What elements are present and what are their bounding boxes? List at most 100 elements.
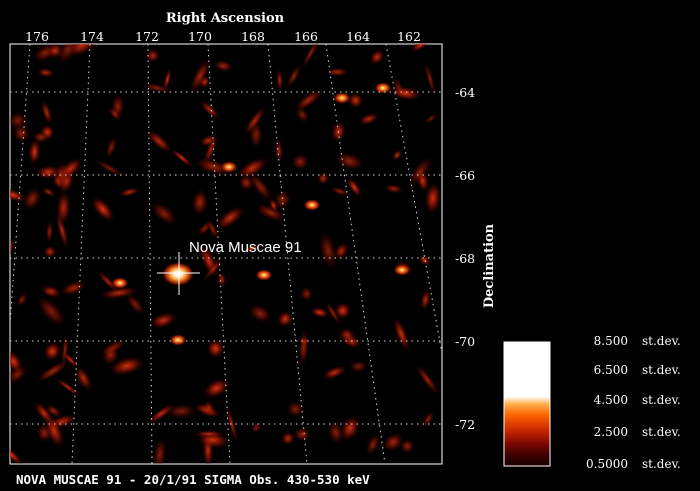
noise-blob: [243, 244, 261, 253]
noise-blob: [105, 136, 118, 159]
noise-blob: [334, 302, 352, 320]
noise-blob: [189, 58, 211, 94]
noise-blob: [194, 157, 232, 176]
noise-blob: [151, 202, 177, 226]
hot-spot: [393, 264, 411, 276]
noise-blob: [248, 304, 272, 323]
noise-blob: [28, 138, 41, 165]
noise-blob: [225, 405, 238, 443]
noise-blob: [215, 205, 245, 230]
colorbar-value-label: 2.500: [594, 425, 628, 439]
noise-blob: [202, 400, 216, 416]
noise-blob: [369, 49, 385, 65]
colorbar-unit-label: st.dev.: [642, 425, 681, 439]
noise-blob: [47, 44, 64, 59]
noise-blob: [424, 61, 436, 96]
noise-blob: [338, 327, 356, 343]
noise-blob: [74, 365, 93, 392]
noise-blob: [273, 189, 292, 210]
right-ascension-gridline: [325, 44, 386, 464]
noise-blob: [100, 338, 127, 357]
noise-blob: [286, 400, 305, 418]
noise-blob: [91, 196, 115, 222]
noise-blob: [16, 292, 28, 307]
x-tick-labels: 176 174 172 170 168 166 164 162: [25, 29, 421, 44]
colorbar-unit-label: st.dev.: [642, 363, 681, 377]
noise-blob: [274, 138, 283, 164]
noise-blob: [57, 44, 79, 65]
noise-blob: [110, 93, 125, 120]
noise-blob: [248, 172, 273, 202]
noise-blob: [340, 415, 360, 442]
noise-blob: [45, 220, 54, 244]
noise-blob: [325, 301, 341, 325]
right-ascension-gridline: [71, 44, 91, 464]
y-tick-labels: -64 -66 -68 -70 -72: [455, 85, 475, 432]
colorbar-unit-label: st.dev.: [642, 393, 681, 407]
right-ascension-gridline: [207, 44, 231, 464]
noise-blob: [277, 310, 294, 328]
noise-blob: [347, 92, 364, 109]
noise-blob: [206, 338, 225, 359]
noise-blob: [62, 351, 79, 368]
noise-blob: [203, 378, 230, 399]
noise-blob: [99, 286, 139, 300]
noise-blob: [407, 156, 433, 187]
noise-blob: [32, 131, 49, 144]
colorbar-value-label: 4.500: [594, 393, 628, 407]
hot-spot: [303, 199, 321, 211]
x-tick-label: 166: [294, 29, 318, 44]
noise-blob: [149, 312, 177, 329]
noise-blob: [310, 306, 330, 319]
noise-blob: [365, 433, 381, 456]
colorbar-unit-label: st.dev.: [642, 457, 681, 471]
noise-blob: [206, 218, 219, 240]
noise-blob: [349, 360, 368, 373]
y-axis-title: Declination: [482, 223, 497, 308]
noise-blob: [251, 421, 262, 434]
noise-blob: [424, 113, 438, 124]
nova-glow: [162, 262, 194, 286]
noise-blob: [36, 295, 67, 328]
noise-blob: [424, 182, 442, 215]
noise-blob: [41, 187, 56, 197]
colorbar: 8.500 st.dev. 6.500 st.dev. 4.500 st.dev. 2.50…: [503, 334, 681, 471]
noise-blob: [293, 426, 311, 442]
noise-blob: [327, 420, 345, 445]
hot-spot: [111, 277, 129, 289]
noise-blob: [213, 59, 234, 72]
x-tick-label: 176: [25, 29, 49, 44]
noise-blob: [286, 64, 302, 88]
noise-blob: [291, 153, 310, 171]
noise-blob: [275, 68, 284, 92]
hot-spot: [333, 92, 351, 104]
noise-blob: [94, 159, 125, 178]
noise-blob: [145, 48, 161, 63]
figure-title: NOVA MUSCAE 91 - 20/1/91 SIGMA Obs. 430-…: [16, 472, 370, 487]
noise-blob: [415, 363, 440, 396]
colorbar-value-label: 6.500: [594, 363, 628, 377]
right-ascension-gridline: [147, 44, 153, 464]
noise-blob: [163, 67, 172, 92]
noise-blob: [10, 236, 16, 261]
noise-blob: [318, 231, 338, 270]
noise-blob: [299, 286, 314, 302]
y-tick-label: -66: [455, 168, 475, 183]
noise-blob: [411, 44, 430, 52]
noise-blob: [293, 88, 324, 112]
noise-blob: [203, 256, 225, 281]
noise-blob: [191, 188, 209, 216]
noise-blob: [58, 157, 83, 181]
noise-blob: [399, 438, 415, 454]
noise-blob: [199, 100, 220, 120]
noise-blob: [193, 430, 224, 438]
noise-blob: [44, 413, 65, 449]
noise-blob: [384, 184, 404, 194]
noise-blob: [393, 317, 410, 352]
noise-blob: [152, 437, 167, 464]
noise-blob: [10, 188, 27, 202]
y-tick-label: -72: [455, 417, 475, 432]
noise-blob: [334, 242, 349, 260]
x-tick-label: 172: [135, 29, 159, 44]
